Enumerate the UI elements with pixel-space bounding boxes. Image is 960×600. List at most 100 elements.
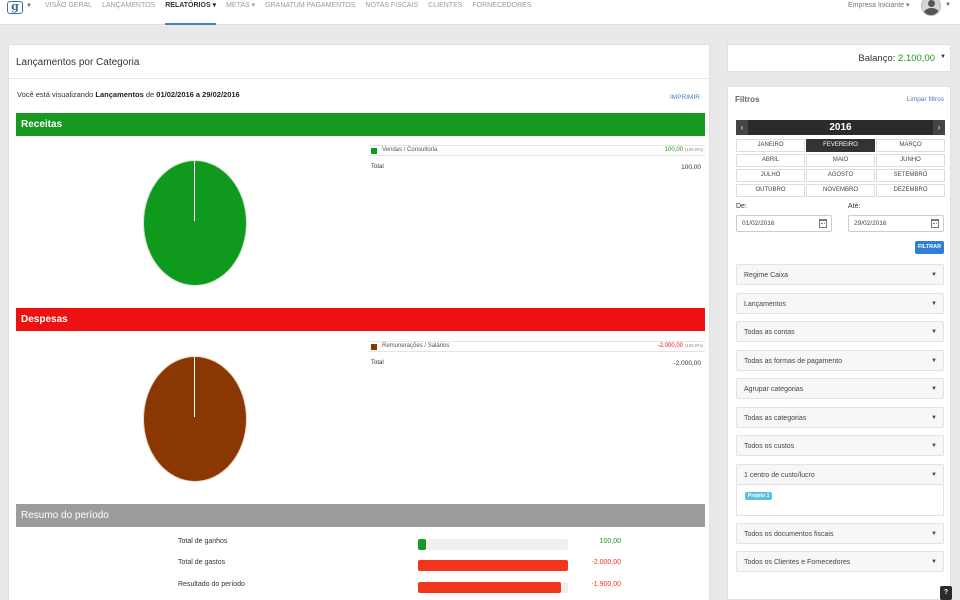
- nav-clientes[interactable]: CLIENTES: [428, 2, 463, 9]
- caret-down-icon: ▼: [931, 272, 937, 278]
- filter-dropdown-label: Todos os custos: [744, 443, 795, 450]
- legend-value: 100,00 (100,0%): [665, 147, 703, 153]
- balance-display: Balanço: 2.100,00: [858, 53, 935, 64]
- summary-row: Total de ganhos 100,00: [9, 538, 711, 552]
- legend-swatch: [371, 148, 377, 154]
- summary-bar-track: [418, 539, 568, 550]
- filter-dropdown-label: Todos os Clientes e Fornecedores: [744, 559, 851, 566]
- nav-fornecedores[interactable]: FORNECEDORES: [472, 2, 532, 9]
- calendar-icon[interactable]: [931, 219, 939, 228]
- date-to-label: Até:: [848, 203, 861, 210]
- main-menu: VISÃO GERAL LANÇAMENTOS RELATÓRIOS ▾ MET…: [45, 0, 542, 25]
- nav-notas-fiscais[interactable]: NOTAS FISCAIS: [365, 2, 419, 9]
- receitas-header: Receitas: [16, 113, 705, 136]
- month-button[interactable]: JULHO: [736, 169, 805, 182]
- filter-dropdown[interactable]: Agrupar categorias ▼: [736, 378, 944, 399]
- nav-lancamentos[interactable]: LANÇAMENTOS: [102, 2, 156, 9]
- caret-down-icon[interactable]: ▼: [26, 3, 32, 9]
- filter-dropdown-label: Todas as formas de pagamento: [744, 358, 843, 365]
- filter-dropdown[interactable]: Todos os custos ▼: [736, 435, 944, 456]
- report-header: Lançamentos por Categoria: [9, 45, 709, 79]
- filter-dropdown[interactable]: Todos os Clientes e Fornecedores ▼: [736, 551, 944, 572]
- despesas-pie-chart: [144, 357, 246, 481]
- month-button[interactable]: JANEIRO: [736, 139, 805, 152]
- filter-dropdown-label: Agrupar categorias: [744, 386, 804, 393]
- filter-dropdown[interactable]: Todas as contas ▼: [736, 321, 944, 342]
- pie-slice-boundary: [194, 161, 195, 221]
- help-button[interactable]: ?: [940, 586, 952, 600]
- summary-label: Total de gastos: [178, 559, 226, 566]
- period-description: Você está visualizando Lançamentos de 01…: [17, 90, 240, 99]
- month-button[interactable]: AGOSTO: [806, 169, 875, 182]
- month-button[interactable]: MARÇO: [876, 139, 945, 152]
- legend-swatch: [371, 344, 377, 350]
- chevron-right-icon[interactable]: ›: [933, 120, 945, 135]
- caret-down-icon[interactable]: ▼: [945, 2, 951, 8]
- summary-bar-fill: [418, 560, 568, 571]
- month-button[interactable]: SETEMBRO: [876, 169, 945, 182]
- print-link[interactable]: IMPRIMIR: [670, 94, 700, 101]
- filter-dropdown[interactable]: Todas as categorias ▼: [736, 407, 944, 428]
- filter-dropdown[interactable]: Todos os documentos fiscais ▼: [736, 523, 944, 544]
- filter-dropdown[interactable]: Lançamentos ▼: [736, 293, 944, 314]
- chevron-left-icon[interactable]: ‹: [736, 120, 748, 135]
- summary-value: 100,00: [599, 538, 621, 545]
- period-report-name: Lançamentos: [95, 90, 144, 99]
- month-button[interactable]: NOVEMBRO: [806, 184, 875, 197]
- filter-dropdown-label: Regime Caixa: [744, 272, 788, 279]
- caret-down-icon: ▼: [931, 415, 937, 421]
- nav-relatorios[interactable]: RELATÓRIOS ▾: [165, 0, 217, 25]
- filter-dropdown[interactable]: Regime Caixa ▼: [736, 264, 944, 285]
- balance-card[interactable]: Balanço: 2.100,00 ▼: [727, 44, 951, 72]
- month-button[interactable]: OUTUBRO: [736, 184, 805, 197]
- legend-amount: 100,00: [664, 147, 684, 153]
- month-button[interactable]: MAIO: [806, 154, 875, 167]
- despesas-legend-row: Remunerações / Salários -2.000,00 (100,0…: [369, 341, 705, 352]
- top-navbar: g ▼ VISÃO GERAL LANÇAMENTOS RELATÓRIOS ▾…: [0, 0, 960, 25]
- date-from-label: De:: [736, 203, 747, 210]
- summary-bar-track: [418, 560, 568, 571]
- filter-button[interactable]: FILTRAR: [915, 241, 944, 254]
- month-button[interactable]: FEVEREIRO: [806, 139, 875, 152]
- despesas-total-label: Total: [371, 360, 384, 366]
- date-from-value: 01/02/2016: [742, 220, 775, 227]
- cost-center-tag[interactable]: Projeto 1: [745, 492, 773, 500]
- date-to-input[interactable]: 29/02/2016: [848, 215, 944, 232]
- filter-dropdown[interactable]: 1 centro de custo/lucro ▼: [736, 464, 944, 485]
- month-button[interactable]: ABRIL: [736, 154, 805, 167]
- filter-dropdown-label: Todos os documentos fiscais: [744, 531, 834, 538]
- filter-dropdown-label: Todas as categorias: [744, 415, 807, 422]
- month-button[interactable]: JUNHO: [876, 154, 945, 167]
- summary-label: Total de ganhos: [178, 538, 228, 545]
- calendar-icon[interactable]: [819, 219, 827, 228]
- receitas-total-label: Total: [371, 164, 384, 170]
- period-range: 01/02/2016 a 29/02/2016: [156, 90, 240, 99]
- cost-center-tags: Projeto 1: [736, 485, 944, 516]
- filter-dropdown[interactable]: Todas as formas de pagamento ▼: [736, 350, 944, 371]
- legend-percent: (100,0%): [684, 147, 703, 152]
- caret-down-icon[interactable]: ▼: [940, 54, 946, 60]
- caret-down-icon: ▼: [931, 559, 937, 565]
- period-de: de: [145, 90, 155, 99]
- filter-dropdown-label: 1 centro de custo/lucro: [744, 472, 815, 479]
- caret-down-icon: ▼: [931, 472, 937, 478]
- receitas-pie-chart: [144, 161, 246, 285]
- caret-down-icon: ▼: [931, 531, 937, 537]
- month-button[interactable]: DEZEMBRO: [876, 184, 945, 197]
- despesas-header: Despesas: [16, 308, 705, 331]
- period-prefix: Você está visualizando: [17, 90, 94, 99]
- year-label: 2016: [829, 122, 852, 133]
- avatar[interactable]: [921, 0, 941, 16]
- clear-filters-link[interactable]: Limpar filtros: [906, 96, 944, 103]
- nav-metas[interactable]: METAS ▾: [226, 2, 256, 9]
- nav-granatum-pagamentos[interactable]: GRANATUM PAGAMENTOS: [265, 2, 356, 9]
- legend-label: Remunerações / Salários: [382, 343, 450, 349]
- company-menu[interactable]: Empresa Iniciante ▾: [848, 2, 910, 9]
- app-logo[interactable]: g: [7, 1, 23, 14]
- resumo-header: Resumo do período: [16, 504, 705, 527]
- nav-visao-geral[interactable]: VISÃO GERAL: [45, 2, 93, 9]
- balance-value: 2.100,00: [898, 53, 935, 64]
- receitas-total-value: 100,00: [681, 164, 701, 171]
- filter-dropdown-label: Lançamentos: [744, 301, 787, 308]
- date-from-input[interactable]: 01/02/2016: [736, 215, 832, 232]
